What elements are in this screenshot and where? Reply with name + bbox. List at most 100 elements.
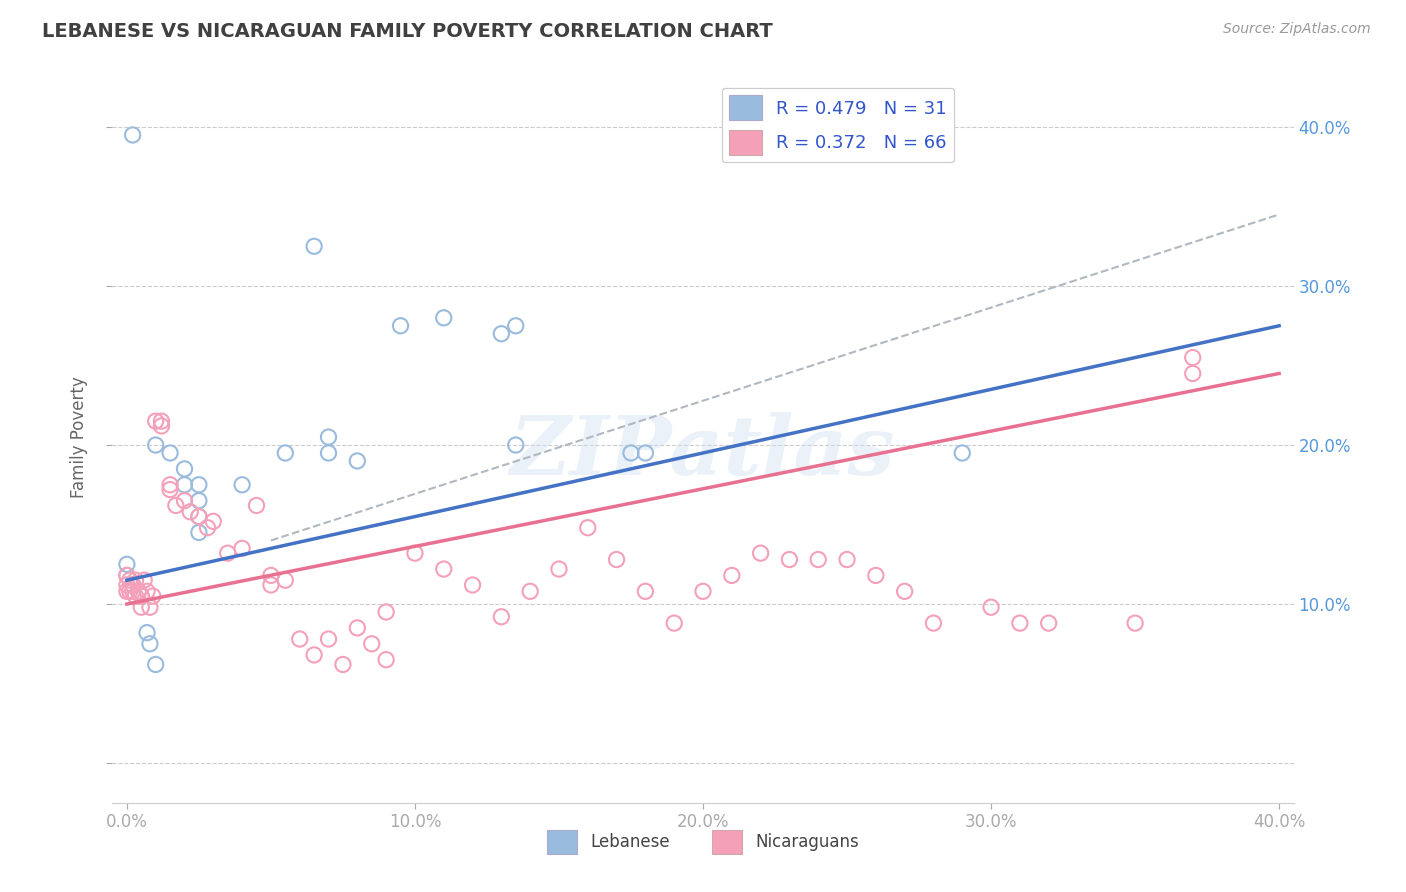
Point [187, 525, 209, 540]
Point [318, 632, 340, 646]
Point [115, 578, 138, 592]
Point [922, 616, 945, 631]
Point [404, 546, 426, 560]
Point [720, 568, 742, 582]
Point [260, 578, 283, 592]
Point [121, 578, 143, 592]
Point [150, 419, 173, 434]
Point [1038, 616, 1060, 631]
Point [134, 573, 156, 587]
Point [576, 521, 599, 535]
Text: Source: ZipAtlas.com: Source: ZipAtlas.com [1223, 22, 1371, 37]
Point [505, 318, 527, 333]
Point [159, 477, 181, 491]
Point [260, 568, 283, 582]
Point [505, 438, 527, 452]
Point [548, 562, 571, 576]
Point [519, 584, 541, 599]
Point [165, 499, 187, 513]
Point [159, 446, 181, 460]
Point [217, 546, 239, 560]
Point [302, 239, 325, 253]
Point [187, 477, 209, 491]
Point [121, 578, 143, 592]
Point [145, 414, 167, 428]
Point [664, 616, 686, 631]
Point [124, 573, 146, 587]
Point [375, 653, 398, 667]
Point [375, 605, 398, 619]
Text: LEBANESE VS NICARAGUAN FAMILY POVERTY CORRELATION CHART: LEBANESE VS NICARAGUAN FAMILY POVERTY CO… [42, 22, 773, 41]
Point [145, 438, 167, 452]
Point [142, 589, 165, 603]
Point [245, 499, 267, 513]
Point [115, 558, 138, 572]
Point [129, 589, 152, 603]
Legend: Lebanese, Nicaraguans: Lebanese, Nicaraguans [540, 823, 866, 860]
Point [1181, 367, 1204, 381]
Point [274, 573, 297, 587]
Point [231, 477, 253, 491]
Point [491, 326, 513, 341]
Point [124, 589, 146, 603]
Point [187, 493, 209, 508]
Point [318, 430, 340, 444]
Point [461, 578, 484, 592]
Y-axis label: Family Poverty: Family Poverty [70, 376, 89, 498]
Point [1123, 616, 1146, 631]
Point [139, 637, 162, 651]
Point [389, 318, 412, 333]
Point [121, 128, 143, 142]
Point [121, 584, 143, 599]
Point [127, 584, 149, 599]
Point [129, 589, 152, 603]
Point [274, 446, 297, 460]
Point [202, 514, 225, 528]
Point [139, 600, 162, 615]
Point [606, 552, 628, 566]
Point [173, 493, 195, 508]
Point [433, 310, 456, 325]
Point [150, 414, 173, 428]
Point [332, 657, 354, 672]
Point [950, 446, 973, 460]
Point [980, 600, 1002, 615]
Point [1008, 616, 1031, 631]
Point [749, 546, 772, 560]
Point [433, 562, 456, 576]
Point [179, 505, 201, 519]
Point [620, 446, 643, 460]
Point [346, 621, 368, 635]
Point [136, 584, 159, 599]
Point [893, 584, 915, 599]
Point [692, 584, 714, 599]
Point [302, 648, 325, 662]
Point [159, 483, 181, 497]
Point [1181, 351, 1204, 365]
Point [197, 521, 219, 535]
Point [318, 446, 340, 460]
Point [115, 568, 138, 582]
Point [173, 462, 195, 476]
Text: ZIPatlas: ZIPatlas [510, 412, 896, 491]
Point [118, 584, 141, 599]
Point [127, 584, 149, 599]
Point [288, 632, 311, 646]
Point [187, 509, 209, 524]
Point [491, 609, 513, 624]
Point [865, 568, 887, 582]
Point [835, 552, 858, 566]
Point [115, 584, 138, 599]
Point [634, 584, 657, 599]
Point [634, 446, 657, 460]
Point [136, 625, 159, 640]
Point [346, 454, 368, 468]
Point [173, 477, 195, 491]
Point [115, 568, 138, 582]
Point [187, 509, 209, 524]
Point [778, 552, 800, 566]
Point [360, 637, 382, 651]
Point [145, 657, 167, 672]
Point [231, 541, 253, 556]
Point [118, 573, 141, 587]
